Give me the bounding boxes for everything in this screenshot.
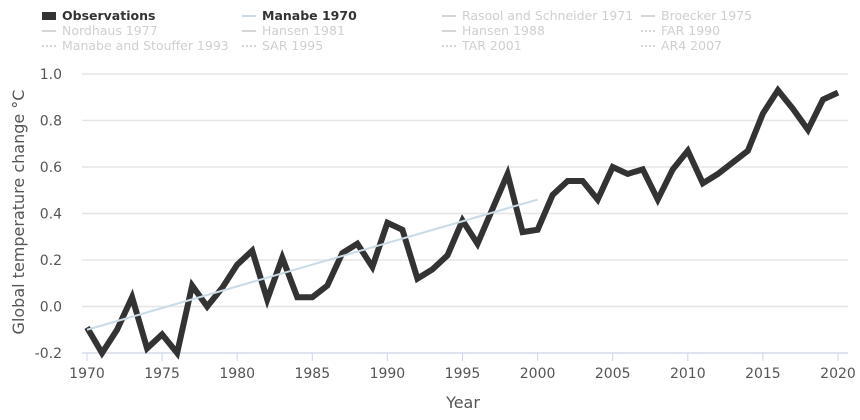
y-tick-label: -0.2	[35, 346, 62, 362]
x-axis-label: Year	[445, 393, 480, 412]
legend-swatch-icon	[442, 44, 456, 47]
legend-swatch-icon	[242, 14, 256, 17]
x-tick-label: 2015	[745, 366, 781, 382]
legend-label: AR4 2007	[661, 38, 722, 53]
legend-label: Observations	[62, 8, 156, 23]
legend-label: Manabe 1970	[262, 8, 357, 23]
legend-swatch-icon	[242, 29, 256, 32]
x-tick-label: 1985	[294, 366, 330, 382]
legend-label: Hansen 1988	[462, 23, 545, 38]
legend-item[interactable]: Hansen 1988	[442, 23, 545, 38]
x-tick-label: 1990	[370, 366, 406, 382]
legend-item[interactable]: AR4 2007	[641, 38, 722, 53]
y-tick-label: 0.2	[40, 253, 62, 269]
legend-swatch-icon	[242, 44, 256, 47]
y-tick-label: 0.0	[40, 300, 62, 316]
legend-item[interactable]: TAR 2001	[442, 38, 522, 53]
legend-item[interactable]: Nordhaus 1977	[42, 23, 158, 38]
legend-swatch-icon	[442, 14, 456, 17]
legend-item[interactable]: FAR 1990	[641, 23, 720, 38]
legend-label: TAR 2001	[462, 38, 522, 53]
legend-swatch-icon	[641, 29, 655, 32]
y-tick-label: 0.6	[40, 160, 62, 176]
legend-label: SAR 1995	[262, 38, 324, 53]
legend-swatch-icon	[42, 29, 56, 32]
legend-label: FAR 1990	[661, 23, 721, 38]
legend-label: Manabe and Stouffer 1993	[62, 38, 229, 53]
legend-label: Nordhaus 1977	[62, 23, 158, 38]
x-tick-label: 1970	[69, 366, 105, 382]
y-tick-label: 0.4	[40, 207, 62, 223]
x-tick-label: 1980	[219, 366, 255, 382]
x-tick-label: 2000	[520, 366, 556, 382]
legend-swatch-icon	[641, 14, 655, 17]
legend-swatch-icon	[442, 29, 456, 32]
legend-item[interactable]: Observations	[42, 8, 155, 23]
legend-label: Hansen 1981	[262, 23, 345, 38]
legend-swatch-icon	[641, 44, 655, 47]
y-tick-label: 1.0	[40, 67, 62, 83]
series-manabe-1970	[86, 198, 538, 331]
legend-item[interactable]: Broecker 1975	[641, 8, 752, 23]
y-tick-label: 0.8	[40, 114, 62, 130]
legend-item[interactable]: SAR 1995	[242, 38, 323, 53]
legend-item[interactable]: Rasool and Schneider 1971	[442, 8, 633, 23]
legend-swatch-icon	[42, 11, 56, 20]
y-axis-label: Global temperature change °C	[9, 90, 28, 335]
x-tick-label: 2005	[595, 366, 631, 382]
legend-label: Rasool and Schneider 1971	[462, 8, 634, 23]
legend-item[interactable]: Hansen 1981	[242, 23, 345, 38]
legend-item[interactable]: Manabe and Stouffer 1993	[42, 38, 229, 53]
legend-label: Broecker 1975	[661, 8, 753, 23]
legend-item[interactable]: Manabe 1970	[242, 8, 357, 23]
x-tick-label: 1995	[445, 366, 481, 382]
x-tick-label: 2010	[670, 366, 706, 382]
x-tick-label: 2020	[820, 366, 856, 382]
legend-swatch-icon	[42, 44, 56, 47]
x-tick-label: 1975	[144, 366, 180, 382]
